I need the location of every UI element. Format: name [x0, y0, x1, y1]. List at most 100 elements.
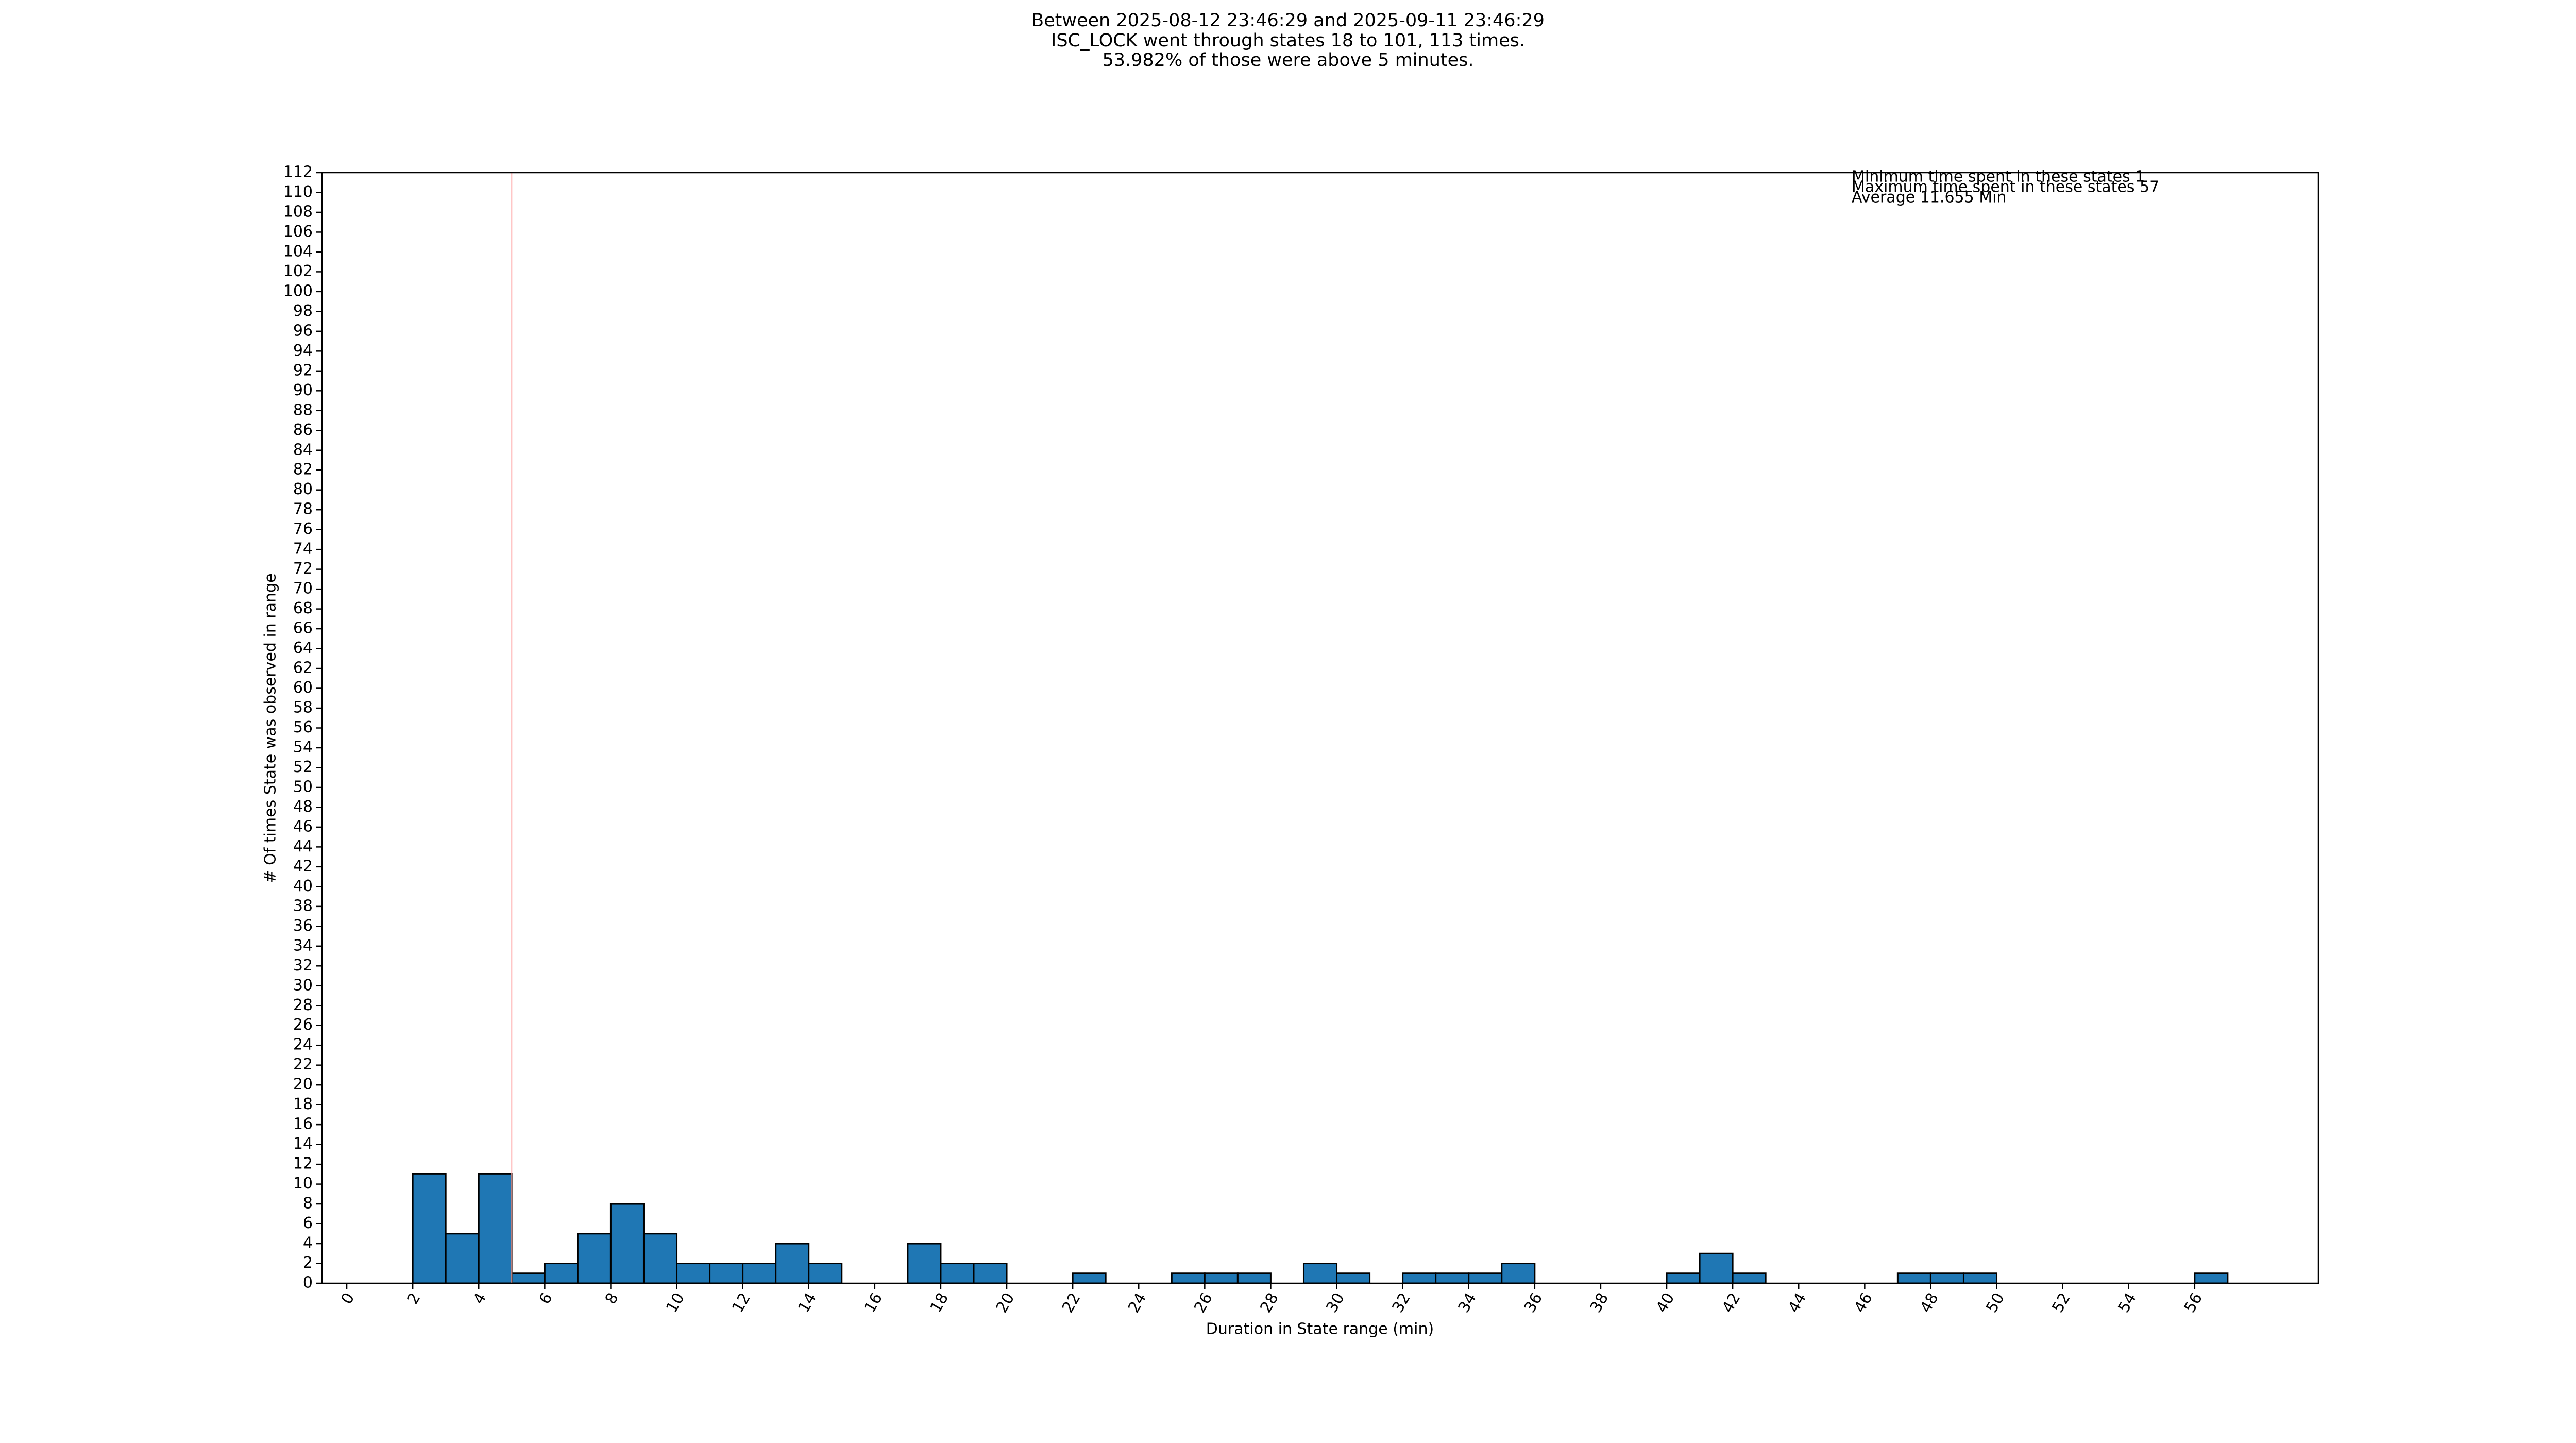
y-tick-label: 46	[293, 817, 313, 835]
y-tick-label: 88	[293, 401, 313, 419]
y-tick-label: 56	[293, 718, 313, 736]
y-tick-label: 80	[293, 480, 313, 498]
y-tick-label: 96	[293, 322, 313, 340]
bar	[1501, 1263, 1536, 1284]
bar	[1204, 1272, 1239, 1284]
y-axis-label: # Of times State was observed in range	[262, 573, 280, 883]
bar	[609, 1203, 645, 1284]
y-tick-label: 14	[293, 1135, 313, 1153]
bar	[1732, 1272, 1767, 1284]
bar	[1896, 1272, 1931, 1284]
y-tick-label: 72	[293, 560, 313, 578]
bar	[1236, 1272, 1272, 1284]
y-tick-label: 16	[293, 1115, 313, 1133]
y-tick-label: 26	[293, 1016, 313, 1034]
y-tick-label: 48	[293, 798, 313, 816]
bar	[742, 1263, 777, 1284]
bar	[808, 1263, 843, 1284]
y-tick-label: 106	[283, 223, 313, 241]
y-tick-label: 32	[293, 957, 313, 975]
y-tick-label: 0	[303, 1274, 313, 1292]
y-tick-label: 20	[293, 1076, 313, 1094]
y-tick-label: 22	[293, 1055, 313, 1073]
bar	[775, 1243, 810, 1284]
bar	[544, 1263, 579, 1284]
chart-title: 53.982% of those were above 5 minutes.	[1102, 50, 1473, 71]
y-tick-label: 12	[293, 1155, 313, 1173]
y-tick-label: 112	[283, 163, 313, 181]
bar	[478, 1173, 513, 1284]
bar	[1302, 1263, 1338, 1284]
bar	[511, 1272, 546, 1284]
y-tick-label: 100	[283, 282, 313, 300]
bar	[1336, 1272, 1371, 1284]
bar	[709, 1263, 744, 1284]
y-tick-label: 76	[293, 520, 313, 538]
x-axis-label: Duration in State range (min)	[1206, 1320, 1434, 1338]
y-tick-label: 52	[293, 758, 313, 776]
bar	[907, 1243, 942, 1284]
bar	[973, 1263, 1008, 1284]
y-tick-label: 84	[293, 441, 313, 459]
y-tick-label: 28	[293, 996, 313, 1014]
y-tick-label: 90	[293, 381, 313, 399]
bar	[577, 1233, 612, 1284]
y-tick-label: 4	[303, 1234, 313, 1252]
bar	[1072, 1272, 1107, 1284]
annotation: Minimum time spent in these states 1	[1852, 168, 2145, 186]
y-tick-label: 82	[293, 461, 313, 479]
y-tick-label: 110	[283, 183, 313, 201]
bar	[2194, 1272, 2229, 1284]
y-tick-label: 38	[293, 897, 313, 915]
chart-title: Between 2025-08-12 23:46:29 and 2025-09-…	[1031, 10, 1545, 31]
bar	[676, 1263, 711, 1284]
y-tick-label: 68	[293, 599, 313, 617]
y-tick-label: 40	[293, 877, 313, 895]
y-tick-label: 74	[293, 540, 313, 558]
y-tick-label: 94	[293, 342, 313, 360]
y-tick-label: 62	[293, 659, 313, 677]
bar	[412, 1173, 447, 1284]
plot-frame	[321, 172, 2319, 1284]
bar	[940, 1263, 975, 1284]
y-tick-label: 50	[293, 778, 313, 796]
y-tick-label: 2	[303, 1254, 313, 1272]
y-tick-label: 86	[293, 421, 313, 439]
y-tick-label: 10	[293, 1174, 313, 1193]
y-tick-label: 70	[293, 580, 313, 598]
y-tick-label: 8	[303, 1195, 313, 1213]
y-tick-label: 108	[283, 203, 313, 221]
y-tick-label: 30	[293, 976, 313, 994]
y-tick-label: 58	[293, 699, 313, 717]
y-tick-label: 44	[293, 837, 313, 855]
y-tick-label: 42	[293, 857, 313, 875]
y-tick-label: 54	[293, 738, 313, 756]
bar	[1929, 1272, 1964, 1284]
annotation: Average 11.655 Min	[1852, 189, 2006, 207]
y-tick-label: 18	[293, 1095, 313, 1113]
y-tick-label: 102	[283, 262, 313, 280]
y-tick-label: 24	[293, 1036, 313, 1054]
y-tick-label: 6	[303, 1214, 313, 1232]
annotation: Maximum time spent in these states 57	[1852, 178, 2159, 196]
bar	[1402, 1272, 1437, 1284]
y-tick-label: 60	[293, 679, 313, 697]
y-tick-label: 104	[283, 242, 313, 260]
y-tick-label: 34	[293, 936, 313, 954]
bar	[1468, 1272, 1503, 1284]
y-tick-label: 92	[293, 361, 313, 379]
bar	[1435, 1272, 1470, 1284]
bar	[1666, 1272, 1701, 1284]
y-tick-label: 36	[293, 917, 313, 935]
y-tick-label: 78	[293, 500, 313, 518]
bar	[642, 1233, 678, 1284]
bar	[445, 1233, 480, 1284]
y-tick-label: 66	[293, 619, 313, 637]
bar	[1699, 1252, 1734, 1284]
y-tick-label: 64	[293, 639, 313, 657]
chart-title: ISC_LOCK went through states 18 to 101, …	[1051, 30, 1525, 51]
bar	[1171, 1272, 1206, 1284]
bar	[1962, 1272, 1998, 1284]
